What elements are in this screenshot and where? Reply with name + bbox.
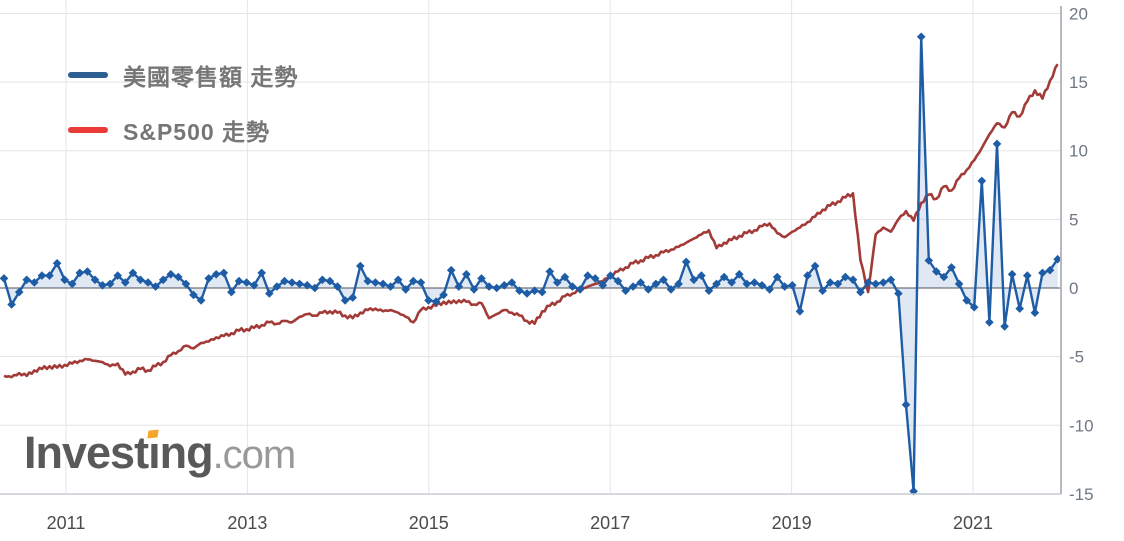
x-tick-label: 2015: [409, 513, 449, 533]
legend-label-sp500: S&P500 走勢: [123, 119, 271, 145]
y-tick-label: -15: [1069, 485, 1094, 504]
logo-brand-text: Invest ıng: [24, 427, 214, 478]
x-tick-label: 2011: [47, 513, 86, 533]
y-tick-label: -5: [1069, 348, 1084, 367]
y-tick-label: -10: [1069, 416, 1094, 435]
y-tick-label: 0: [1069, 279, 1078, 298]
y-tick-label: 5: [1069, 210, 1078, 229]
y-tick-label: 15: [1069, 73, 1088, 92]
legend-swatch-sp500-icon: [68, 127, 108, 133]
sp500-series-line: [3, 63, 1059, 379]
legend-label-retail: 美國零售額 走勢: [123, 64, 299, 90]
x-tick-label: 2021: [953, 513, 993, 533]
y-tick-label: 20: [1069, 4, 1088, 23]
investing-logo[interactable]: Invest ıng.com: [24, 427, 297, 479]
legend-item-sp500[interactable]: S&P500 走勢: [68, 113, 298, 147]
x-tick-label: 2017: [590, 513, 630, 533]
x-tick-label: 2019: [772, 513, 812, 533]
y-tick-label: 10: [1069, 142, 1088, 161]
logo-domain-text: .com: [212, 433, 297, 477]
legend-swatch-retail-icon: [68, 72, 108, 78]
chart-legend: 美國零售額 走勢 S&P500 走勢: [68, 58, 298, 168]
logo-accent-mark: [147, 429, 159, 439]
legend-item-retail[interactable]: 美國零售額 走勢: [68, 58, 298, 92]
x-tick-label: 2013: [227, 513, 267, 533]
